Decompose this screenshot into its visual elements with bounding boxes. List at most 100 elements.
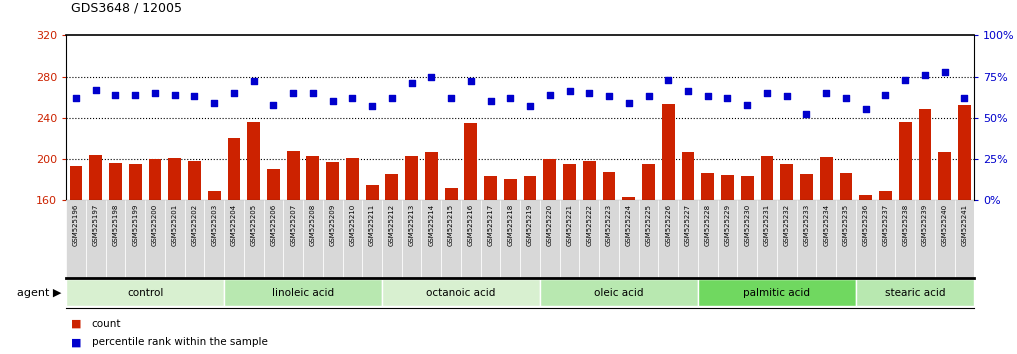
Bar (362, 200, 382, 278)
Bar (89, 155, 102, 354)
Bar (444, 188, 458, 354)
Text: GSM525239: GSM525239 (922, 204, 928, 246)
Bar (895, 200, 915, 278)
Bar (836, 200, 856, 278)
Text: GSM525233: GSM525233 (803, 204, 810, 246)
Bar (184, 200, 204, 278)
Bar (939, 152, 951, 354)
Point (937, 69, 953, 74)
Bar (622, 197, 636, 354)
Text: linoleic acid: linoleic acid (272, 288, 334, 298)
Text: stearic acid: stearic acid (885, 288, 946, 298)
Bar (757, 200, 777, 278)
Bar (207, 191, 221, 354)
Text: GSM525201: GSM525201 (172, 204, 178, 246)
Bar (702, 173, 714, 354)
Text: agent ▶: agent ▶ (16, 288, 61, 298)
Bar (484, 176, 497, 354)
Point (167, 92, 183, 97)
Text: ■: ■ (71, 319, 81, 329)
Bar (247, 122, 260, 354)
Point (916, 72, 933, 78)
Point (798, 112, 815, 117)
Text: octanoic acid: octanoic acid (426, 288, 495, 298)
Text: control: control (127, 288, 164, 298)
Point (897, 77, 913, 83)
Bar (244, 200, 263, 278)
Bar (405, 156, 418, 354)
Bar (481, 200, 500, 278)
Bar (165, 200, 184, 278)
Text: GSM525198: GSM525198 (113, 204, 118, 246)
Bar (583, 161, 596, 354)
Bar (639, 200, 658, 278)
Bar (524, 176, 537, 354)
Text: GSM525227: GSM525227 (685, 204, 691, 246)
Text: GSM525221: GSM525221 (566, 204, 573, 246)
Point (226, 90, 242, 96)
Bar (385, 174, 399, 354)
Text: GSM525203: GSM525203 (212, 204, 218, 246)
Text: GSM525234: GSM525234 (823, 204, 829, 246)
Point (719, 95, 735, 101)
Text: oleic acid: oleic acid (594, 288, 644, 298)
Bar (619, 200, 639, 278)
Bar (343, 200, 362, 278)
Point (146, 90, 163, 96)
Bar (85, 200, 106, 278)
Text: GSM525229: GSM525229 (724, 204, 730, 246)
Bar (856, 279, 974, 307)
Text: GSM525205: GSM525205 (250, 204, 256, 246)
Text: GSM525214: GSM525214 (428, 204, 434, 246)
Bar (346, 158, 359, 354)
Bar (856, 200, 876, 278)
Bar (425, 152, 437, 354)
Bar (145, 200, 165, 278)
Bar (718, 200, 737, 278)
Text: GSM525223: GSM525223 (606, 204, 612, 246)
Bar (543, 159, 556, 354)
Bar (503, 179, 517, 354)
Bar (382, 200, 402, 278)
Bar (879, 191, 892, 354)
Bar (737, 200, 757, 278)
Point (324, 98, 341, 104)
Point (344, 95, 360, 101)
Bar (148, 159, 162, 354)
Point (206, 100, 223, 106)
Bar (224, 200, 244, 278)
Point (443, 95, 460, 101)
Text: GSM525211: GSM525211 (369, 204, 375, 246)
Point (186, 93, 202, 99)
Bar (125, 200, 145, 278)
Point (857, 107, 874, 112)
Point (700, 93, 716, 99)
Bar (326, 162, 339, 354)
Bar (228, 138, 240, 354)
Bar (817, 200, 836, 278)
Point (818, 90, 834, 96)
Bar (306, 156, 319, 354)
Bar (955, 200, 974, 278)
Point (581, 90, 597, 96)
Bar (129, 164, 141, 354)
Bar (461, 200, 481, 278)
Bar (204, 200, 224, 278)
Bar (876, 200, 895, 278)
Text: GSM525225: GSM525225 (646, 204, 652, 246)
Point (542, 92, 558, 97)
Text: GSM525228: GSM525228 (705, 204, 711, 246)
Point (364, 103, 380, 109)
Bar (899, 122, 911, 354)
Bar (66, 200, 85, 278)
Bar (859, 195, 873, 354)
Point (502, 95, 519, 101)
Text: GSM525226: GSM525226 (665, 204, 671, 246)
Bar (820, 157, 833, 354)
Text: ■: ■ (71, 337, 81, 348)
Text: GSM525213: GSM525213 (409, 204, 415, 246)
Bar (662, 104, 674, 354)
Text: GSM525209: GSM525209 (330, 204, 336, 246)
Point (383, 95, 400, 101)
Point (956, 95, 972, 101)
